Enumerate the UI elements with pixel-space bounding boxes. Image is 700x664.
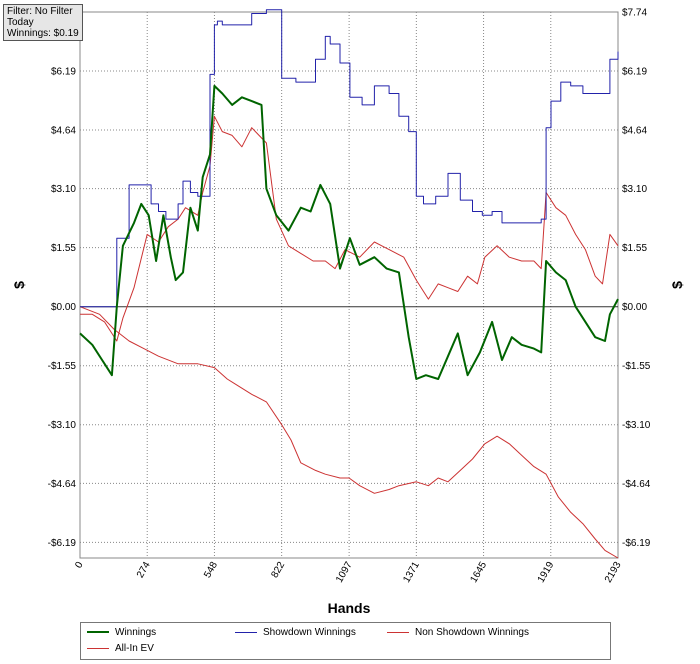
y-tick-label-left: -$3.10: [48, 420, 77, 431]
legend-label-allin-ev: All-In EV: [115, 643, 154, 654]
y-tick-label-right: $6.19: [622, 67, 647, 78]
y-tick-label-left: $3.10: [51, 184, 76, 195]
series-winnings: [79, 84, 619, 380]
series-lines: [79, 9, 619, 559]
y-axis-title-left: $: [11, 281, 27, 289]
series-non-showdown-winnings: [80, 115, 619, 342]
y-tick-label-right: -$4.64: [622, 479, 651, 490]
x-tick-label: 822: [269, 560, 287, 580]
y-tick-label-left: $1.55: [51, 243, 76, 254]
y-tick-label-right: $4.64: [622, 126, 647, 137]
legend-item-showdown: Showdown Winnings: [235, 626, 356, 640]
x-tick-label: 2193: [603, 560, 624, 585]
x-tick-label: 1645: [469, 560, 490, 585]
x-axis-ticks: 0 274 548 822 1097 1371 1645 1919 2193: [73, 560, 624, 585]
y-tick-label-left: $4.64: [51, 126, 76, 137]
legend-item-allin-ev: All-In EV: [87, 642, 154, 656]
legend-swatch-winnings: [87, 631, 109, 634]
x-tick-label: 0: [73, 560, 86, 571]
legend-label-winnings: Winnings: [115, 627, 157, 638]
legend-label-non-showdown: Non Showdown Winnings: [415, 627, 529, 638]
filter-label: Filter: No Filter: [7, 6, 73, 17]
y-tick-label-right: -$1.55: [622, 361, 651, 372]
y-tick-label-left: -$4.64: [48, 479, 77, 490]
legend-swatch-allin-ev: [87, 647, 109, 649]
x-tick-label: 1097: [334, 560, 355, 585]
x-tick-label: 1371: [401, 560, 422, 585]
y-axis-left-ticks: -$6.19 -$4.64 -$3.10 -$1.55 $0.00 $1.55 $3.10 $…: [48, 8, 77, 549]
y-tick-label-left: $0.00: [51, 302, 76, 313]
y-axis-right-ticks: -$6.19 -$4.64 -$3.10 -$1.55 $0.00 $1.55 $3.10 $…: [622, 8, 651, 549]
y-tick-label-left: -$1.55: [48, 361, 77, 372]
series-all-in-ev: [79, 306, 619, 559]
y-tick-label-left: -$6.19: [48, 538, 77, 549]
legend-label-showdown: Showdown Winnings: [263, 627, 356, 638]
y-tick-label-right: -$3.10: [622, 420, 651, 431]
legend-item-winnings: Winnings: [87, 626, 156, 640]
y-tick-label-right: -$6.19: [622, 538, 651, 549]
y-tick-label-right: $1.55: [622, 243, 647, 254]
legend-swatch-showdown: [235, 631, 257, 633]
filter-info-box: Filter: No Filter Today Winnings: $0.19: [3, 4, 83, 41]
y-tick-label-right: $0.00: [622, 302, 647, 313]
y-axis-title-right: $: [669, 281, 685, 289]
chart-legend: Winnings Showdown Winnings Non Showdown …: [80, 622, 611, 660]
x-tick-label: 548: [202, 560, 220, 580]
legend-item-non-showdown: Non Showdown Winnings: [387, 626, 529, 640]
winnings-label: Winnings: $0.19: [7, 28, 79, 39]
x-axis-title: Hands: [328, 600, 371, 616]
y-tick-label-right: $7.74: [622, 8, 647, 19]
y-tick-label-left: $6.19: [51, 67, 76, 78]
series-showdown-winnings: [80, 9, 619, 308]
y-tick-label-right: $3.10: [622, 184, 647, 195]
x-tick-label: 274: [135, 560, 153, 580]
legend-swatch-non-showdown: [387, 631, 409, 633]
period-label: Today: [7, 17, 34, 28]
x-tick-label: 1919: [536, 560, 557, 585]
